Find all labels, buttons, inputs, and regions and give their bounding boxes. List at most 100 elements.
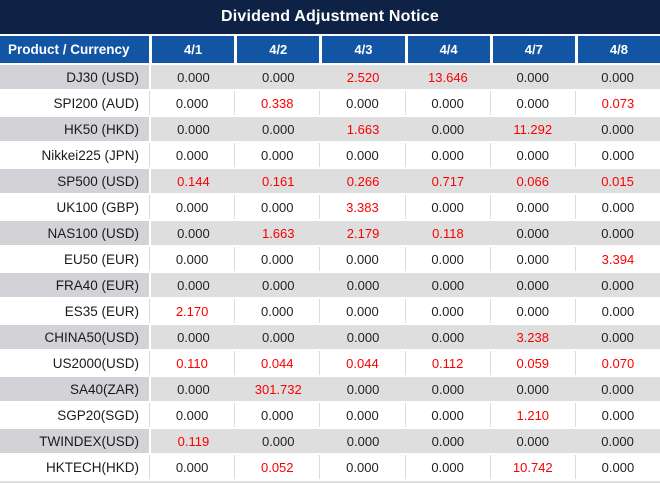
value-cell: 0.000 bbox=[234, 247, 319, 271]
date-header: 4/4 bbox=[404, 36, 490, 63]
value-cell: 0.044 bbox=[319, 351, 404, 375]
value-cell: 0.000 bbox=[234, 143, 319, 167]
value-cell: 0.000 bbox=[490, 65, 576, 89]
value-cell: 0.000 bbox=[405, 429, 491, 453]
value-cell: 11.292 bbox=[490, 117, 576, 141]
value-cell: 0.000 bbox=[404, 455, 490, 479]
value-cell: 0.000 bbox=[235, 65, 321, 89]
value-cell: 0.000 bbox=[574, 195, 660, 219]
table-body: DJ30 (USD) 0.000 0.000 2.520 13.646 0.000 0.00… bbox=[0, 63, 660, 479]
value-cell: 0.000 bbox=[149, 273, 236, 297]
table-row: EU50 (EUR) 0.000 0.000 0.000 0.000 0.000 3.394 bbox=[0, 245, 660, 271]
value-cell: 0.000 bbox=[574, 143, 660, 167]
value-cell: 0.000 bbox=[490, 221, 576, 245]
table-row: HKTECH(HKD) 0.000 0.052 0.000 0.000 10.742 0.0… bbox=[0, 453, 660, 479]
value-cell: 0.717 bbox=[405, 169, 491, 193]
value-cell: 0.000 bbox=[490, 429, 576, 453]
value-cell: 0.044 bbox=[234, 351, 319, 375]
header-row: Product / Currency 4/1 4/2 4/3 4/4 4/7 4/8 bbox=[0, 34, 660, 63]
value-cell: 0.000 bbox=[490, 377, 576, 401]
value-cell: 0.000 bbox=[575, 65, 660, 89]
value-cell: 0.000 bbox=[149, 221, 236, 245]
page-title: Dividend Adjustment Notice bbox=[0, 0, 660, 34]
product-cell: HK50 (HKD) bbox=[0, 117, 149, 141]
value-cell: 1.663 bbox=[320, 117, 406, 141]
value-cell: 0.000 bbox=[320, 429, 406, 453]
value-cell: 0.000 bbox=[149, 117, 236, 141]
value-cell: 0.000 bbox=[234, 195, 319, 219]
value-cell: 0.000 bbox=[575, 429, 660, 453]
value-cell: 0.000 bbox=[405, 377, 491, 401]
value-cell: 0.059 bbox=[489, 351, 575, 375]
value-cell: 0.000 bbox=[404, 403, 490, 427]
value-cell: 0.000 bbox=[235, 117, 321, 141]
product-cell: HKTECH(HKD) bbox=[46, 459, 139, 475]
next-row-sliver bbox=[0, 479, 660, 483]
value-cell: 0.000 bbox=[404, 91, 490, 115]
table-row: HK50 (HKD) 0.000 0.000 1.663 0.000 11.292 0.00… bbox=[0, 115, 660, 141]
value-cell: 0.000 bbox=[149, 377, 236, 401]
value-cell: 3.394 bbox=[574, 247, 660, 271]
value-cell: 0.000 bbox=[235, 429, 321, 453]
value-cell: 0.000 bbox=[575, 221, 660, 245]
value-cell: 0.000 bbox=[574, 403, 660, 427]
date-header: 4/7 bbox=[489, 36, 575, 63]
value-cell: 0.000 bbox=[320, 377, 406, 401]
table-row: SP500 (USD) 0.144 0.161 0.266 0.717 0.066 0.01… bbox=[0, 167, 660, 193]
value-cell: 0.000 bbox=[319, 403, 404, 427]
value-cell: 0.000 bbox=[575, 325, 660, 349]
value-cell: 0.266 bbox=[320, 169, 406, 193]
value-cell: 0.000 bbox=[234, 403, 319, 427]
value-cell: 13.646 bbox=[405, 65, 491, 89]
value-cell: 0.000 bbox=[319, 299, 404, 323]
table-row: TWINDEX(USD) 0.119 0.000 0.000 0.000 0.000 0.0… bbox=[0, 427, 660, 453]
value-cell: 301.732 bbox=[235, 377, 321, 401]
value-cell: 0.338 bbox=[234, 91, 319, 115]
value-cell: 0.144 bbox=[149, 169, 236, 193]
product-cell: Nikkei225 (JPN) bbox=[41, 147, 139, 163]
product-currency-header: Product / Currency bbox=[0, 36, 149, 63]
value-cell: 3.383 bbox=[319, 195, 404, 219]
value-cell: 0.000 bbox=[405, 273, 491, 297]
value-cell: 0.000 bbox=[149, 195, 234, 219]
value-cell: 0.112 bbox=[404, 351, 490, 375]
product-cell: NAS100 (USD) bbox=[0, 221, 149, 245]
value-cell: 0.000 bbox=[405, 325, 491, 349]
value-cell: 0.000 bbox=[404, 143, 490, 167]
table-row: US2000(USD) 0.110 0.044 0.044 0.112 0.059 0.07… bbox=[0, 349, 660, 375]
value-cell: 0.000 bbox=[489, 299, 575, 323]
value-cell: 0.000 bbox=[149, 455, 234, 479]
value-cell: 0.000 bbox=[149, 247, 234, 271]
value-cell: 0.000 bbox=[149, 143, 234, 167]
date-header: 4/2 bbox=[234, 36, 320, 63]
table-row: SPI200 (AUD) 0.000 0.338 0.000 0.000 0.000 0.0… bbox=[0, 89, 660, 115]
product-cell: SP500 (USD) bbox=[0, 169, 149, 193]
table-row: FRA40 (EUR) 0.000 0.000 0.000 0.000 0.000 0.00… bbox=[0, 271, 660, 297]
value-cell: 0.015 bbox=[575, 169, 660, 193]
value-cell: 2.179 bbox=[320, 221, 406, 245]
value-cell: 0.000 bbox=[404, 247, 490, 271]
table-row: SGP20(SGD) 0.000 0.000 0.000 0.000 1.210 0.000 bbox=[0, 401, 660, 427]
table-row: CHINA50(USD) 0.000 0.000 0.000 0.000 3.238 0.0… bbox=[0, 323, 660, 349]
value-cell: 0.000 bbox=[489, 247, 575, 271]
value-cell: 0.000 bbox=[575, 377, 660, 401]
value-cell: 0.066 bbox=[490, 169, 576, 193]
date-header: 4/3 bbox=[319, 36, 405, 63]
value-cell: 0.000 bbox=[149, 325, 236, 349]
product-cell: US2000(USD) bbox=[52, 355, 139, 371]
value-cell: 0.052 bbox=[234, 455, 319, 479]
value-cell: 10.742 bbox=[489, 455, 575, 479]
value-cell: 0.119 bbox=[149, 429, 236, 453]
product-cell: CHINA50(USD) bbox=[0, 325, 149, 349]
value-cell: 0.000 bbox=[149, 91, 234, 115]
product-cell: FRA40 (EUR) bbox=[0, 273, 149, 297]
value-cell: 1.663 bbox=[235, 221, 321, 245]
value-cell: 0.000 bbox=[149, 65, 236, 89]
value-cell: 0.000 bbox=[320, 273, 406, 297]
value-cell: 0.000 bbox=[574, 455, 660, 479]
value-cell: 0.000 bbox=[489, 143, 575, 167]
value-cell: 0.000 bbox=[149, 403, 234, 427]
table-row: NAS100 (USD) 0.000 1.663 2.179 0.118 0.000 0.0… bbox=[0, 219, 660, 245]
value-cell: 0.000 bbox=[489, 91, 575, 115]
